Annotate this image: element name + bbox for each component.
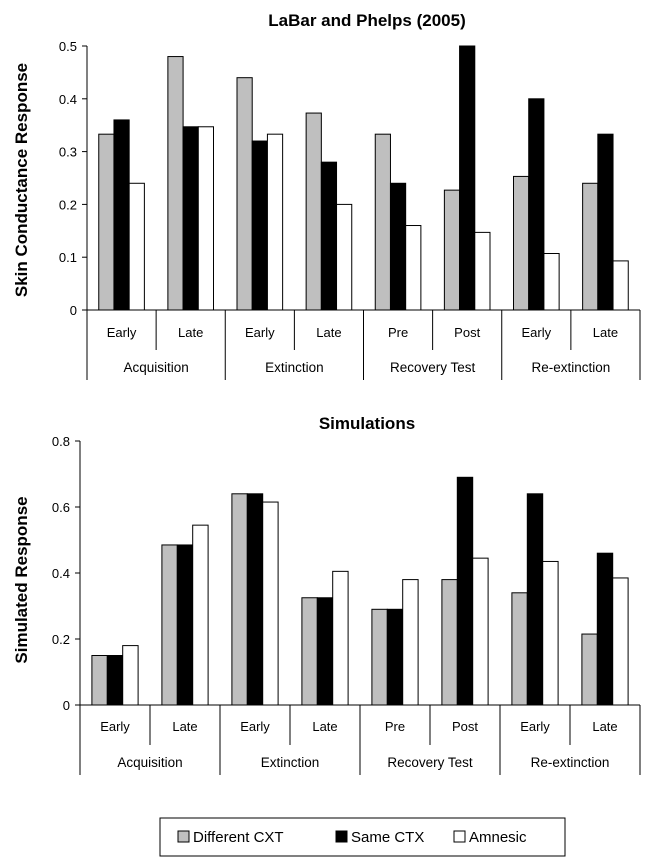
x-tick-label: Early bbox=[107, 325, 137, 340]
chart-2-plot: 0 0.2 0.4 0.6 0.8 Early Late Early Late Pre Post Ea… bbox=[52, 434, 641, 775]
bar-different-cxt bbox=[305, 112, 322, 311]
legend-swatch-different-cxt bbox=[177, 830, 190, 843]
bar-different-cxt bbox=[236, 77, 253, 311]
bar-same-ctx bbox=[246, 493, 264, 706]
x-tick-label: Late bbox=[316, 325, 341, 340]
bar-same-ctx bbox=[182, 126, 199, 311]
bar-different-cxt bbox=[161, 544, 178, 706]
y-tick-label: 0.6 bbox=[52, 500, 70, 515]
bar-amnesic bbox=[474, 231, 491, 311]
x-group-label: Acquisition bbox=[117, 755, 182, 770]
bar-same-ctx bbox=[459, 45, 476, 311]
bar-same-ctx bbox=[113, 119, 130, 311]
bar-amnesic bbox=[336, 203, 353, 311]
x-tick-label: Post bbox=[454, 325, 480, 340]
bar-different-cxt bbox=[511, 592, 528, 706]
y-tick-label: 0.3 bbox=[59, 145, 77, 160]
legend-box bbox=[159, 817, 566, 857]
legend-swatch-same-ctx bbox=[335, 830, 348, 843]
bar-same-ctx bbox=[596, 552, 614, 706]
bar-different-cxt bbox=[441, 579, 458, 706]
x-tick-label: Late bbox=[178, 325, 203, 340]
bar-different-cxt bbox=[301, 597, 318, 706]
x-tick-label: Early bbox=[522, 325, 552, 340]
bar-same-ctx bbox=[316, 597, 334, 706]
chart-1-title: LaBar and Phelps (2005) bbox=[268, 11, 465, 30]
legend-label-same-ctx: Same CTX bbox=[351, 829, 424, 846]
x-tick-label: Late bbox=[172, 719, 197, 734]
x-tick-label: Late bbox=[312, 719, 337, 734]
bar-amnesic bbox=[262, 501, 279, 706]
bar-amnesic bbox=[612, 260, 629, 311]
bar-different-cxt bbox=[91, 655, 108, 706]
legend-swatch-amnesic bbox=[453, 830, 466, 843]
x-tick-label: Late bbox=[592, 719, 617, 734]
bar-same-ctx bbox=[106, 655, 124, 706]
x-group-label: Recovery Test bbox=[387, 755, 473, 770]
bar-amnesic bbox=[543, 253, 560, 311]
bar-same-ctx bbox=[251, 140, 268, 311]
bar-different-cxt bbox=[231, 493, 248, 706]
chart-1-plot: 0 0.1 0.2 0.3 0.4 0.5 Early Late Early Late Pre Pos… bbox=[59, 39, 641, 380]
x-group-label: Extinction bbox=[261, 755, 320, 770]
x-tick-label: Late bbox=[593, 325, 618, 340]
y-tick-label: 0.5 bbox=[59, 39, 77, 54]
bar-amnesic bbox=[192, 524, 209, 706]
bar-amnesic bbox=[542, 560, 559, 706]
x-group-label: Recovery Test bbox=[390, 360, 476, 375]
bar-different-cxt bbox=[167, 56, 184, 311]
y-tick-label: 0.4 bbox=[52, 566, 70, 581]
bar-amnesic bbox=[128, 182, 145, 311]
x-tick-label: Post bbox=[452, 719, 478, 734]
x-group-label: Acquisition bbox=[123, 360, 188, 375]
chart-2-y-axis-label: Simulated Response bbox=[12, 496, 31, 663]
bar-amnesic bbox=[197, 126, 214, 311]
bar-amnesic bbox=[266, 133, 284, 311]
bar-amnesic bbox=[122, 645, 139, 706]
legend: Different CXT Same CTX Amnesic bbox=[159, 817, 566, 857]
bar-different-cxt bbox=[443, 189, 461, 311]
bar-same-ctx bbox=[456, 476, 474, 706]
bar-different-cxt bbox=[371, 608, 388, 706]
x-group-label: Re-extinction bbox=[531, 755, 610, 770]
bar-amnesic bbox=[472, 557, 489, 706]
y-tick-label: 0.2 bbox=[59, 197, 77, 212]
bar-same-ctx bbox=[176, 544, 194, 706]
bar-same-ctx bbox=[389, 182, 407, 311]
bar-same-ctx bbox=[320, 161, 338, 311]
bar-different-cxt bbox=[513, 175, 530, 311]
legend-label-different-cxt: Different CXT bbox=[193, 829, 284, 846]
legend-label-amnesic: Amnesic bbox=[469, 829, 527, 846]
bar-different-cxt bbox=[98, 133, 115, 311]
x-tick-label: Early bbox=[245, 325, 275, 340]
bar-different-cxt bbox=[582, 182, 599, 311]
bar-different-cxt bbox=[374, 133, 391, 311]
y-tick-label: 0.4 bbox=[59, 92, 77, 107]
bar-amnesic bbox=[405, 225, 422, 311]
bar-amnesic bbox=[332, 570, 349, 706]
x-tick-label: Early bbox=[100, 719, 130, 734]
bar-same-ctx bbox=[597, 133, 614, 311]
y-tick-label: 0.8 bbox=[52, 434, 70, 449]
x-tick-label: Early bbox=[520, 719, 550, 734]
bar-amnesic bbox=[612, 577, 629, 706]
bar-different-cxt bbox=[581, 633, 598, 706]
bar-same-ctx bbox=[526, 493, 544, 706]
x-tick-label: Pre bbox=[388, 325, 408, 340]
x-tick-label: Early bbox=[240, 719, 270, 734]
x-group-label: Extinction bbox=[265, 360, 324, 375]
chart-2-title: Simulations bbox=[319, 414, 415, 433]
bar-same-ctx bbox=[528, 98, 545, 311]
y-tick-label: 0.2 bbox=[52, 632, 70, 647]
bar-amnesic bbox=[402, 579, 419, 706]
x-tick-label: Pre bbox=[385, 719, 405, 734]
y-tick-label: 0 bbox=[63, 698, 70, 713]
chart-1-y-axis-label: Skin Conductance Response bbox=[12, 63, 31, 297]
bar-same-ctx bbox=[386, 608, 404, 706]
y-tick-label: 0 bbox=[70, 303, 77, 318]
y-tick-label: 0.1 bbox=[59, 250, 77, 265]
x-group-label: Re-extinction bbox=[531, 360, 610, 375]
